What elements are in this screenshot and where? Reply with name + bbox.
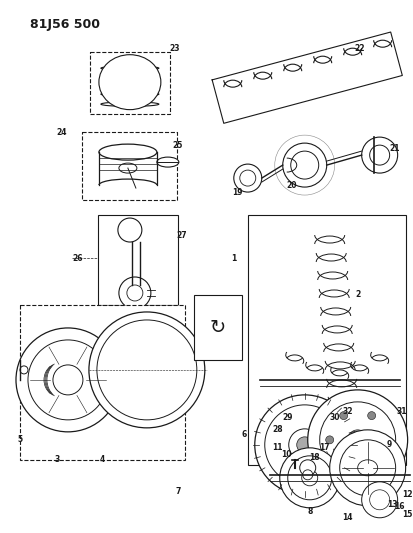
- Ellipse shape: [157, 157, 179, 167]
- Text: 23: 23: [170, 44, 180, 53]
- Text: 10: 10: [282, 450, 292, 459]
- Circle shape: [302, 470, 318, 486]
- Circle shape: [288, 456, 332, 500]
- Text: 9: 9: [387, 440, 392, 449]
- Circle shape: [340, 440, 396, 496]
- Circle shape: [265, 405, 345, 485]
- Circle shape: [362, 482, 398, 518]
- Circle shape: [326, 436, 334, 444]
- Text: 2: 2: [355, 290, 360, 300]
- Text: 20: 20: [287, 181, 297, 190]
- Circle shape: [308, 390, 408, 490]
- Circle shape: [240, 170, 256, 186]
- Text: 27: 27: [176, 231, 187, 239]
- Text: 30: 30: [330, 414, 340, 422]
- Circle shape: [234, 164, 262, 192]
- Circle shape: [16, 328, 120, 432]
- Text: 21: 21: [389, 143, 400, 152]
- Text: 4: 4: [99, 455, 104, 464]
- Circle shape: [283, 143, 327, 187]
- Text: 8: 8: [307, 507, 312, 516]
- Text: 32: 32: [342, 407, 353, 416]
- Text: 81J56 500: 81J56 500: [30, 18, 100, 31]
- Bar: [98, 215, 178, 305]
- Circle shape: [320, 402, 396, 478]
- Ellipse shape: [99, 144, 157, 160]
- Text: 28: 28: [273, 425, 283, 434]
- Bar: [194, 295, 242, 360]
- Ellipse shape: [358, 460, 377, 476]
- Text: 31: 31: [396, 407, 407, 416]
- Circle shape: [362, 137, 398, 173]
- Circle shape: [118, 218, 142, 242]
- Circle shape: [20, 366, 28, 374]
- Ellipse shape: [101, 76, 159, 84]
- Circle shape: [368, 411, 376, 419]
- Text: 5: 5: [17, 435, 23, 445]
- Text: 6: 6: [241, 430, 247, 439]
- Bar: [248, 215, 406, 465]
- Text: 22: 22: [354, 44, 365, 53]
- Circle shape: [119, 277, 151, 309]
- Circle shape: [97, 320, 197, 420]
- Circle shape: [370, 490, 389, 510]
- Text: 26: 26: [73, 254, 83, 263]
- Circle shape: [127, 285, 143, 301]
- Text: 7: 7: [175, 487, 180, 496]
- Text: 19: 19: [233, 188, 243, 197]
- Ellipse shape: [101, 102, 159, 107]
- Bar: [90, 52, 170, 114]
- Text: 29: 29: [282, 414, 293, 422]
- Ellipse shape: [99, 55, 161, 110]
- Circle shape: [289, 429, 321, 461]
- Ellipse shape: [101, 66, 159, 70]
- Circle shape: [348, 430, 368, 450]
- Text: 1: 1: [231, 254, 237, 263]
- Circle shape: [330, 430, 406, 506]
- Ellipse shape: [101, 92, 159, 96]
- Text: 16: 16: [394, 502, 405, 511]
- Circle shape: [340, 460, 348, 468]
- Text: ↻: ↻: [210, 318, 226, 337]
- Text: 14: 14: [342, 513, 353, 522]
- Text: 17: 17: [319, 443, 330, 453]
- Circle shape: [340, 411, 348, 419]
- Circle shape: [382, 436, 389, 444]
- Circle shape: [53, 365, 83, 395]
- Text: 3: 3: [55, 455, 59, 464]
- Circle shape: [255, 395, 355, 495]
- Text: 24: 24: [57, 127, 67, 136]
- Circle shape: [303, 470, 313, 480]
- Text: 13: 13: [387, 500, 398, 510]
- Ellipse shape: [119, 163, 137, 173]
- Circle shape: [368, 460, 376, 468]
- Text: 12: 12: [402, 490, 413, 499]
- Circle shape: [297, 437, 313, 453]
- Text: 11: 11: [273, 443, 283, 453]
- Circle shape: [370, 145, 389, 165]
- Circle shape: [300, 460, 316, 476]
- Circle shape: [28, 340, 108, 420]
- Bar: [82, 132, 177, 200]
- Text: 15: 15: [402, 510, 413, 519]
- Text: 18: 18: [309, 454, 320, 462]
- Circle shape: [291, 151, 319, 179]
- Bar: [20, 305, 185, 460]
- Circle shape: [280, 448, 340, 508]
- Circle shape: [89, 312, 205, 428]
- Text: 25: 25: [173, 141, 183, 150]
